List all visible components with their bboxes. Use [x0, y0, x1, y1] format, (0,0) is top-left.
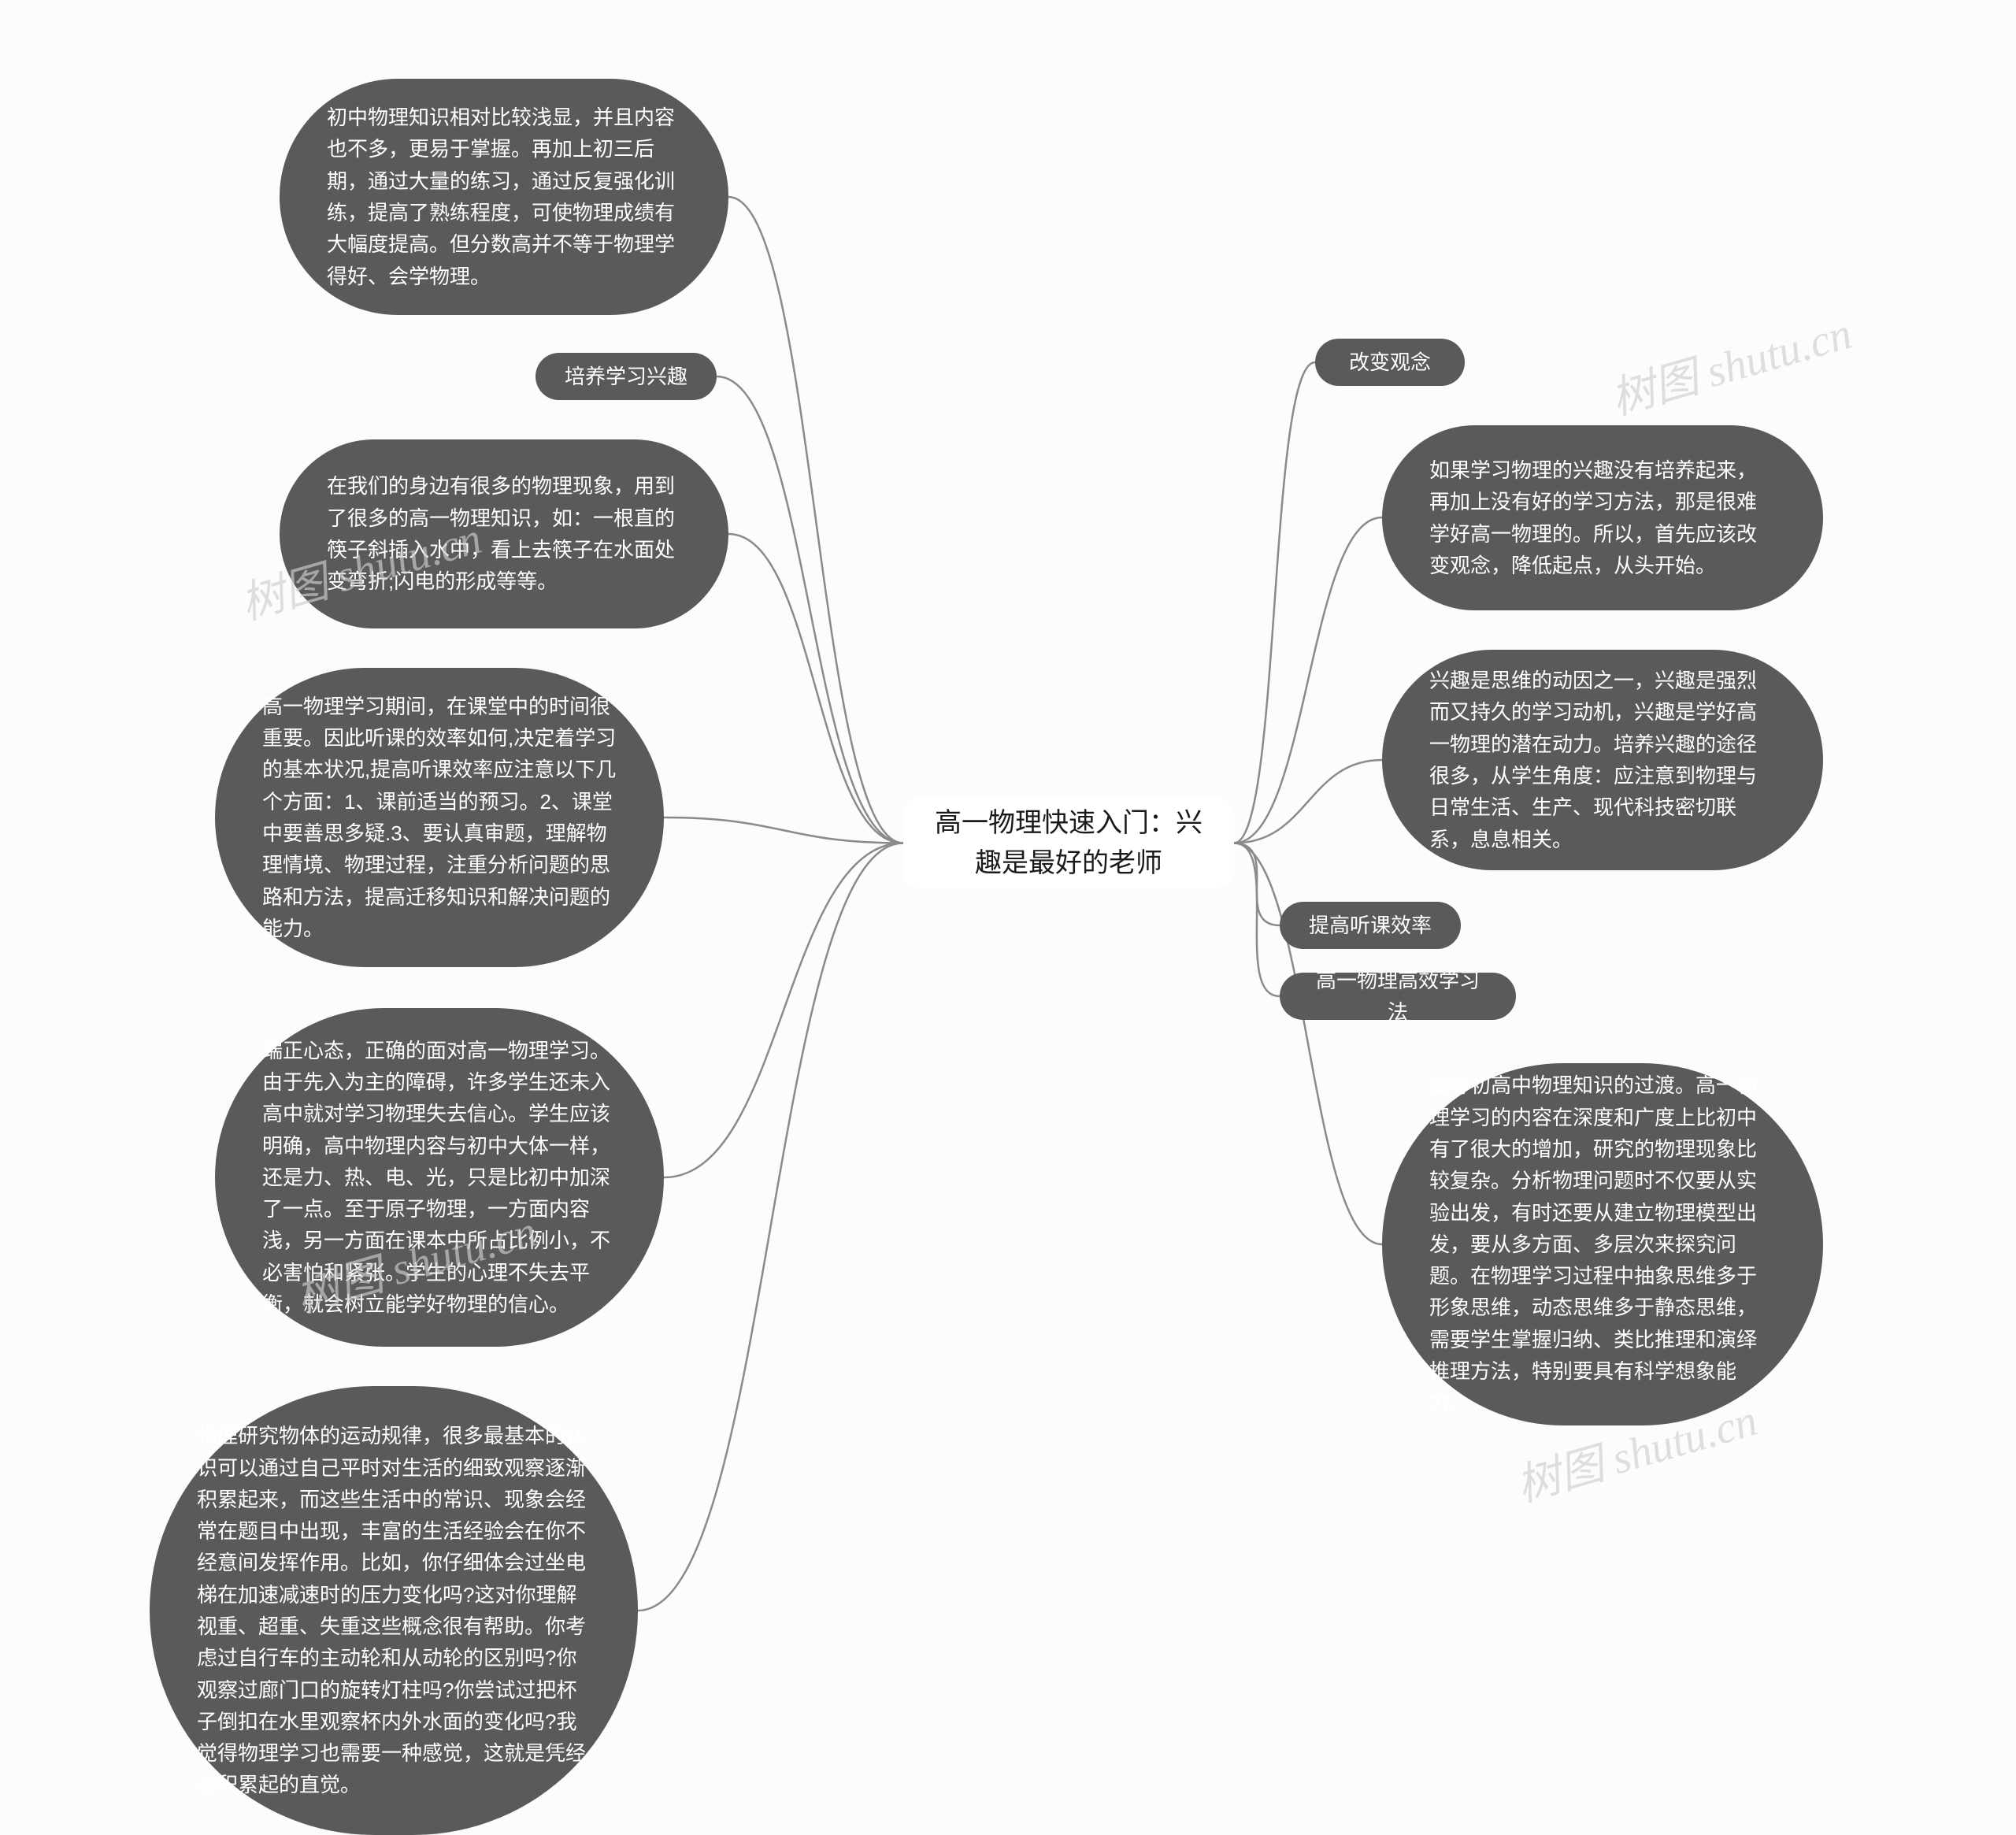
topic-class-efficiency[interactable]: 提高听课效率	[1280, 902, 1461, 949]
topic-cultivate-interest[interactable]: 培养学习兴趣	[536, 353, 717, 400]
node-label: 提高听课效率	[1309, 910, 1432, 941]
detail-node-interest-motivation[interactable]: 兴趣是思维的动因之一，兴趣是强烈而又持久的学习动机，兴趣是学好高一物理的潜在动力…	[1382, 650, 1823, 870]
node-label: 改变观念	[1349, 347, 1431, 378]
node-text: 物理研究物体的运动规律，很多最基本的认识可以通过自己平时对生活的细致观察逐渐积累…	[197, 1420, 591, 1801]
node-text: 在我们的身边有很多的物理现象，用到了很多的高一物理知识，如：一根直的筷子斜插入水…	[327, 470, 681, 597]
detail-node-class-efficiency[interactable]: 高一物理学习期间，在课堂中的时间很重要。因此听课的效率如何,决定着学习的基本状况…	[215, 668, 664, 967]
detail-node-observation[interactable]: 物理研究物体的运动规律，很多最基本的认识可以通过自己平时对生活的细致观察逐渐积累…	[150, 1386, 638, 1835]
node-text: 如果学习物理的兴趣没有培养起来，再加上没有好的学习方法，那是很难学好高一物理的。…	[1429, 454, 1776, 581]
detail-node-junior-physics[interactable]: 初中物理知识相对比较浅显，并且内容也不多，更易于掌握。再加上初三后期，通过大量的…	[280, 79, 728, 315]
node-text: 做好初高中物理知识的过渡。高一物理学习的内容在深度和广度上比初中有了很大的增加，…	[1429, 1069, 1776, 1418]
node-label: 高一物理高效学习法	[1308, 965, 1488, 1029]
node-label: 培养学习兴趣	[565, 361, 687, 392]
detail-node-phenomena[interactable]: 在我们的身边有很多的物理现象，用到了很多的高一物理知识，如：一根直的筷子斜插入水…	[280, 439, 728, 628]
node-text: 高一物理学习期间，在课堂中的时间很重要。因此听课的效率如何,决定着学习的基本状况…	[262, 691, 617, 944]
detail-node-change-concept[interactable]: 如果学习物理的兴趣没有培养起来，再加上没有好的学习方法，那是很难学好高一物理的。…	[1382, 425, 1823, 610]
node-text: 初中物理知识相对比较浅显，并且内容也不多，更易于掌握。再加上初三后期，通过大量的…	[327, 102, 681, 292]
root-title: 高一物理快速入门：兴趣是最好的老师	[935, 803, 1203, 884]
node-text: 端正心态，正确的面对高一物理学习。由于先入为主的障碍，许多学生还未入高中就对学习…	[262, 1035, 617, 1321]
node-text: 兴趣是思维的动因之一，兴趣是强烈而又持久的学习动机，兴趣是学好高一物理的潜在动力…	[1429, 665, 1776, 855]
watermark: 树图 shutu.cn	[1603, 298, 1858, 427]
topic-effective-study[interactable]: 高一物理高效学习法	[1280, 973, 1516, 1020]
topic-change-concept[interactable]: 改变观念	[1315, 339, 1465, 386]
detail-node-transition[interactable]: 做好初高中物理知识的过渡。高一物理学习的内容在深度和广度上比初中有了很大的增加，…	[1382, 1063, 1823, 1425]
detail-node-attitude[interactable]: 端正心态，正确的面对高一物理学习。由于先入为主的障碍，许多学生还未入高中就对学习…	[215, 1008, 664, 1347]
mindmap-root-node[interactable]: 高一物理快速入门：兴趣是最好的老师	[903, 798, 1234, 888]
